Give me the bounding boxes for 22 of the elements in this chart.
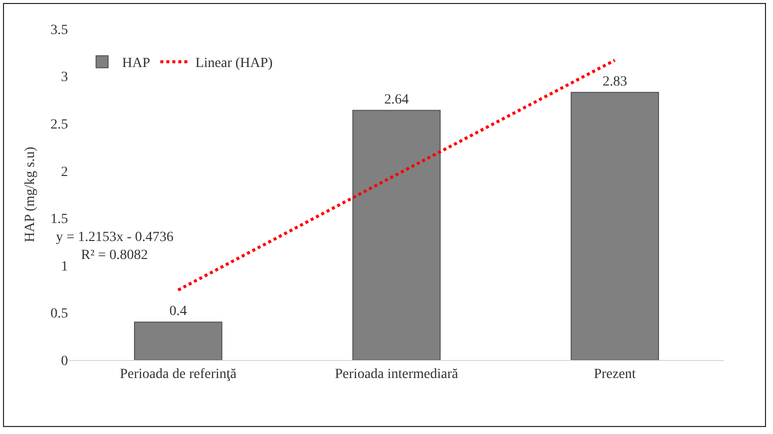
y-tick-label: 3.5 (50, 22, 68, 38)
data-label: 2.83 (602, 74, 628, 90)
bar (352, 110, 441, 360)
bar (134, 322, 222, 360)
y-tick-label: 0.5 (50, 306, 68, 322)
data-label: 0.4 (169, 304, 187, 320)
y-tick-label: 2.5 (50, 117, 68, 132)
legend-label: HAP (122, 56, 150, 72)
x-tick-label: Perioada de referinţă (120, 366, 238, 382)
y-tick-label: 1 (61, 259, 68, 274)
data-label: 2.64 (384, 92, 409, 108)
y-tick-label: 1.5 (50, 212, 68, 228)
x-tick-label: Perioada intermediară (334, 366, 459, 382)
legend-label: Linear (HAP) (195, 56, 274, 72)
x-tick-label: Prezent (594, 366, 636, 382)
annotation: y = 1.2153x - 0.4736 (56, 230, 174, 245)
y-tick-label: 3 (61, 70, 68, 86)
bar (570, 92, 659, 360)
annotation: R² = 0.8082 (81, 248, 148, 263)
y-axis-title: HAP (mg/kg s.u) (23, 146, 38, 242)
y-tick-label: 2 (61, 164, 68, 180)
y-tick-label: 0 (61, 354, 68, 369)
